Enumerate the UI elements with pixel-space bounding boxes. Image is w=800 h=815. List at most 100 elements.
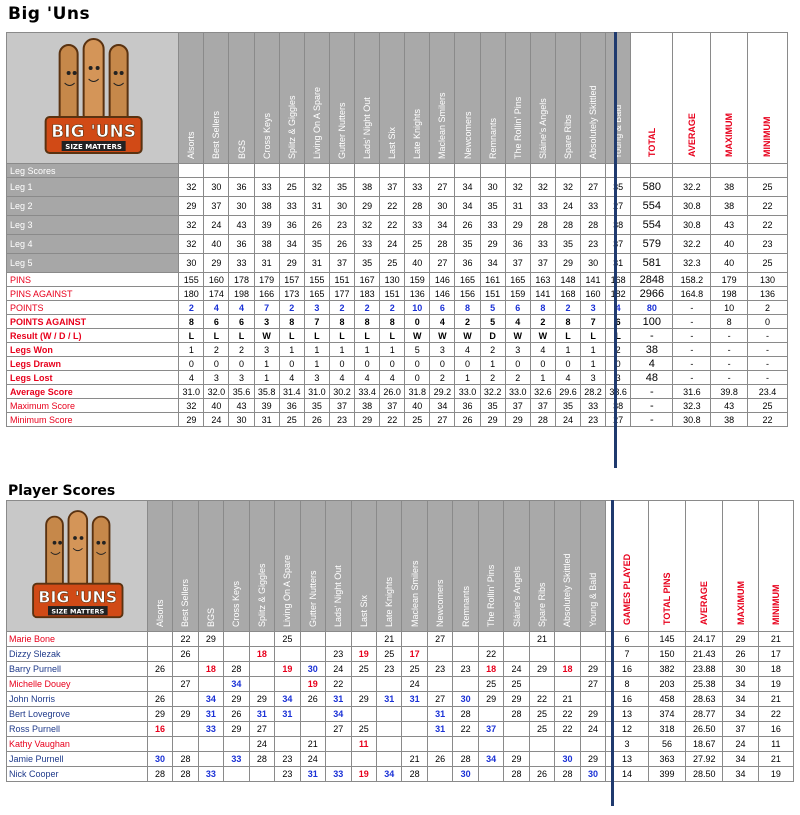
player-score-cell: 34 bbox=[325, 706, 352, 722]
player-score-cell: 27 bbox=[172, 676, 199, 692]
stat-cell: 7 bbox=[303, 314, 330, 329]
stat-cell: 4 bbox=[328, 370, 356, 385]
summary-cell: 23.4 bbox=[746, 384, 789, 399]
team-name: The Rollin' Pins bbox=[512, 96, 523, 159]
stat-cell: 161 bbox=[479, 272, 506, 287]
team-name: Last Six bbox=[387, 126, 398, 159]
player-score-cell: 31 bbox=[426, 706, 454, 722]
player-score-cell: 31 bbox=[401, 691, 428, 707]
row-label: POINTS bbox=[5, 300, 180, 315]
team-name: Newcomers bbox=[462, 111, 473, 159]
team-header: Remnants bbox=[479, 32, 506, 164]
player-score-cell: 29 bbox=[579, 661, 607, 677]
summary-cell: 198 bbox=[710, 286, 748, 301]
player-score-cell: 29 bbox=[172, 706, 199, 722]
stat-cell: 165 bbox=[504, 272, 531, 287]
player-score-cell: 22 bbox=[554, 721, 581, 737]
player-score-cell: 22 bbox=[172, 631, 199, 647]
summary-cell: 22 bbox=[746, 412, 789, 427]
summary-cell: - bbox=[710, 356, 748, 371]
stat-cell: 4 bbox=[278, 370, 305, 385]
stats-row: Leg 5 30 29 33 31 29 31 37 35 25 40 27 36 34 37 37 29 30 3… bbox=[5, 253, 789, 273]
player-score-cell bbox=[579, 631, 607, 647]
player-score-cell bbox=[274, 721, 301, 737]
player-score-cell: 22 bbox=[554, 706, 581, 722]
stat-cell: 26 bbox=[454, 215, 481, 235]
team-header: Maclean Smilers bbox=[401, 500, 428, 632]
team-name: Lads' Night Out bbox=[362, 97, 373, 159]
team-name: Newcomers bbox=[435, 579, 446, 627]
team-header: The Rollin' Pins bbox=[477, 500, 505, 632]
stat-cell: 151 bbox=[379, 286, 406, 301]
player-score-cell bbox=[375, 706, 403, 722]
stat-cell: 3 bbox=[580, 370, 607, 385]
summary-header-label: TOTAL PINS bbox=[661, 572, 672, 625]
stats-row: Legs Won 1 2 2 3 1 1 1 1 1 5 3 4 2 3 4 1 1 2 38- - - bbox=[5, 342, 789, 357]
player-score-cell: 31 bbox=[197, 706, 225, 722]
player-summary-cell: 21 bbox=[757, 751, 795, 767]
player-score-cell bbox=[197, 736, 225, 752]
row-label: Leg 5 bbox=[5, 253, 180, 273]
summary-cell: - bbox=[672, 314, 712, 329]
stat-cell: 156 bbox=[454, 286, 481, 301]
team-name: Last Six bbox=[358, 594, 369, 627]
player-row: Bert Lovegrove 29 29 31 26 31 31 34 31 28 28 25 22 29… bbox=[6, 706, 795, 722]
player-score-cell: 30 bbox=[146, 751, 174, 767]
player-score-cell: 30 bbox=[579, 766, 607, 782]
player-score-cell: 18 bbox=[554, 661, 581, 677]
stat-cell: 31.8 bbox=[404, 384, 431, 399]
player-score-cell: 27 bbox=[426, 631, 454, 647]
player-score-cell bbox=[528, 736, 556, 752]
stats-row: Average Score 31.0 32.0 35.6 35.8 31.4 31.0 30.… bbox=[5, 384, 789, 399]
player-score-cell: 27 bbox=[325, 721, 352, 737]
team-name: Alsorts bbox=[154, 599, 165, 627]
stat-cell: 1 bbox=[554, 342, 582, 357]
summary-cell: - bbox=[710, 370, 748, 385]
stat-cell: 34 bbox=[454, 196, 481, 216]
player-score-cell: 24 bbox=[579, 721, 607, 737]
stat-cell: 24 bbox=[203, 412, 230, 427]
stat-cell: 3 bbox=[303, 300, 330, 315]
stat-cell: 32 bbox=[303, 177, 330, 197]
player-score-cell: 33 bbox=[197, 766, 225, 782]
player-score-cell: 23 bbox=[274, 766, 301, 782]
stat-cell: 25 bbox=[379, 253, 406, 273]
player-score-cell: 37 bbox=[477, 721, 505, 737]
player-score-cell: 31 bbox=[426, 721, 454, 737]
player-score-cell bbox=[172, 721, 199, 737]
stat-cell: 29 bbox=[178, 412, 205, 427]
stat-cell: 29 bbox=[278, 253, 305, 273]
stat-cell: 36 bbox=[228, 177, 255, 197]
summary-cell: 2 bbox=[746, 300, 789, 315]
player-summary-cell: 458 bbox=[647, 691, 687, 707]
stat-cell: 37 bbox=[379, 398, 406, 413]
stat-cell: 168 bbox=[605, 272, 632, 287]
player-summary-cell: 374 bbox=[647, 706, 687, 722]
team-name: Maclean Smilers bbox=[409, 560, 420, 627]
stat-cell: 3 bbox=[303, 370, 330, 385]
player-score-cell: 28 bbox=[172, 751, 199, 767]
player-score-cell: 30 bbox=[452, 691, 479, 707]
stat-cell: 35 bbox=[303, 234, 330, 254]
team-header: Sláine's Angels bbox=[503, 500, 530, 632]
team-name: Living On A Spare bbox=[282, 554, 293, 627]
player-summary-cell: 363 bbox=[647, 751, 687, 767]
stat-cell: 32 bbox=[178, 177, 205, 197]
summary-cell: 39.8 bbox=[710, 384, 748, 399]
player-score-cell: 29 bbox=[477, 691, 505, 707]
player-row: Barry Purnell 26 18 28 19 30 24 25 23 25 23 23 18 24 2… bbox=[6, 661, 795, 677]
summary-cell: 100 bbox=[630, 314, 674, 329]
team-header: Living On A Spare bbox=[303, 32, 330, 164]
player-score-cell: 21 bbox=[299, 736, 327, 752]
player-score-cell bbox=[299, 631, 327, 647]
row-label: Average Score bbox=[5, 384, 180, 399]
player-name: Bert Lovegrove bbox=[6, 706, 148, 722]
stat-cell: 43 bbox=[228, 215, 255, 235]
player-summary-cell: 34 bbox=[722, 766, 759, 782]
player-summary-cell: 382 bbox=[647, 661, 687, 677]
stat-cell: 30 bbox=[429, 196, 456, 216]
stat-cell: 27 bbox=[605, 412, 632, 427]
player-row: Michelle Douey 27 34 19 22 24 25 25 27 8 203 25.38 3… bbox=[6, 676, 795, 692]
stat-cell: 3 bbox=[429, 342, 456, 357]
stat-cell: 1 bbox=[479, 356, 506, 371]
